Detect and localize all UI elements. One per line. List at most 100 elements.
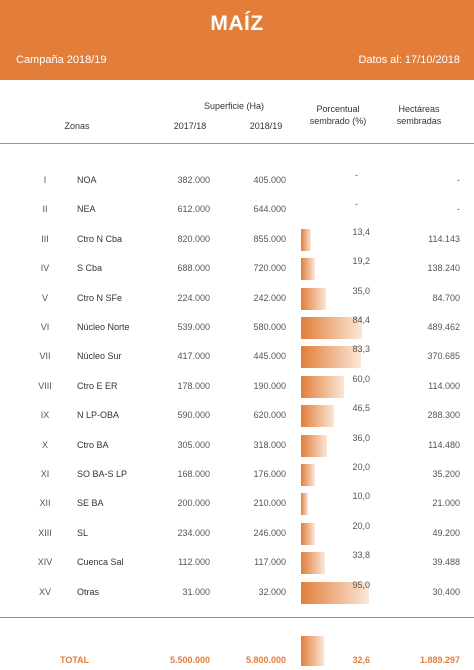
hectares-sown: - <box>457 204 460 215</box>
hectares-sown: 30.400 <box>432 586 460 597</box>
hectares-sown: - <box>457 175 460 185</box>
table-row: XIV Cuenca Sal 112.000 117.000 33,8 39.488 <box>0 548 474 577</box>
pct-bar <box>301 464 316 486</box>
surface-2018-19: 445.000 <box>253 351 286 362</box>
surface-2017-18: 539.000 <box>177 322 210 332</box>
pct-sown: 35,0 <box>352 285 370 296</box>
surface-2017-18: 224.000 <box>177 292 210 303</box>
zone-code: III <box>41 233 49 244</box>
zone-code: II <box>42 204 48 215</box>
header-porcentual-line1: Porcentual <box>316 104 360 114</box>
surface-2017-18: 417.000 <box>177 351 210 362</box>
zone-name: N LP-OBA <box>77 410 120 421</box>
zone-name: Ctro BA <box>77 439 109 450</box>
pct-bar <box>301 258 315 281</box>
zone-code: IX <box>40 410 50 421</box>
zone-code: XIII <box>38 527 52 538</box>
table-row: XII SE BA 200.000 210.000 10,0 21.000 <box>0 489 474 518</box>
surface-2017-18: 168.000 <box>177 469 210 479</box>
zone-name: Núcleo Norte <box>77 322 130 332</box>
surface-2017-18: 112.000 <box>178 557 210 568</box>
pct-bar <box>301 434 327 457</box>
total-label: TOTAL <box>60 655 90 665</box>
zone-code: XI <box>40 469 50 479</box>
pct-sown: 46,5 <box>352 403 370 414</box>
pct-bar <box>301 228 311 251</box>
hectares-sown: 489.462 <box>427 322 460 332</box>
surface-2017-18: 200.000 <box>177 498 210 509</box>
header-2018-19: 2018/19 <box>249 121 283 131</box>
zone-name: Cuenca Sal <box>77 557 124 568</box>
pct-bar <box>301 346 361 369</box>
table-row: II NEA 612.000 644.000 - - <box>0 195 474 224</box>
zone-name: SE BA <box>77 498 104 509</box>
campaign-label: Campaña 2018/19 <box>16 54 107 66</box>
surface-2017-18: 234.000 <box>177 527 210 538</box>
table-row: X Ctro BA 305.000 318.000 36,0 114.480 <box>0 431 474 460</box>
zone-name: Otras <box>77 586 100 597</box>
total-2018-19: 5.800.000 <box>245 655 286 665</box>
zone-name: Ctro N SFe <box>77 292 123 303</box>
pct-sown: 13,4 <box>352 226 370 237</box>
table-row: VIII Ctro E ER 178.000 190.000 60,0 114.000 <box>0 372 474 401</box>
pct-sown: 20,0 <box>352 520 370 531</box>
pct-sown: 20,0 <box>352 462 370 472</box>
pct-bar <box>301 375 345 398</box>
zone-name: SO BA-S LP <box>77 469 128 479</box>
pct-sown: 36,0 <box>352 432 370 443</box>
zone-name: Ctro N Cba <box>77 233 123 244</box>
zone-code: VII <box>39 351 51 362</box>
surface-2018-19: 720.000 <box>253 263 286 274</box>
hectares-sown: 114.143 <box>428 233 460 244</box>
table-row: V Ctro N SFe 224.000 242.000 35,0 84.700 <box>0 284 474 313</box>
zone-code: XV <box>38 586 51 597</box>
surface-2018-19: 190.000 <box>253 380 286 391</box>
hectares-sown: 114.000 <box>428 380 460 391</box>
header-banner: MAÍZ Campaña 2018/19 Datos al: 17/10/201… <box>0 0 474 80</box>
header-zonas: Zonas <box>64 121 90 131</box>
table-row: XV Otras 31.000 32.000 95,0 30.400 <box>0 578 474 607</box>
pct-bar <box>301 405 335 428</box>
zone-name: Núcleo Sur <box>77 351 122 362</box>
header-hectareas-line2: sembradas <box>396 116 442 126</box>
pct-sown: 33,8 <box>352 550 370 561</box>
hectares-sown: 288.300 <box>427 410 460 421</box>
zone-name: S Cba <box>77 263 103 274</box>
hectares-sown: 138.240 <box>427 263 460 274</box>
zone-code: IV <box>40 263 50 274</box>
total-divider <box>0 617 474 618</box>
pct-bar <box>301 317 362 339</box>
table-row: XIII SL 234.000 246.000 20,0 49.200 <box>0 519 474 548</box>
hectares-sown: 35.200 <box>432 469 460 479</box>
zone-name: NOA <box>77 175 97 185</box>
surface-2018-19: 318.000 <box>253 439 286 450</box>
hectares-sown: 84.700 <box>432 292 460 303</box>
table-row: IX N LP-OBA 590.000 620.000 46,5 288.300 <box>0 401 474 430</box>
table-row: VI Núcleo Norte 539.000 580.000 84,4 489.462 <box>0 313 474 342</box>
zone-code: VIII <box>38 380 52 391</box>
header-2017-18: 2017/18 <box>173 121 207 131</box>
zone-name: NEA <box>77 204 96 215</box>
pct-sown: 19,2 <box>352 256 370 267</box>
hectares-sown: 21.000 <box>432 498 460 509</box>
zone-code: VI <box>40 322 50 332</box>
surface-2017-18: 590.000 <box>177 410 210 421</box>
header-superficie: Superficie (Ha) <box>203 101 265 111</box>
surface-2018-19: 32.000 <box>258 586 286 597</box>
header-hectareas-line1: Hectáreas <box>398 104 440 114</box>
total-hectareas: 1.889.297 <box>419 655 460 665</box>
pct-sown: 60,0 <box>352 373 370 384</box>
surface-2017-18: 382.000 <box>177 175 210 185</box>
page-title: MAÍZ <box>210 12 264 35</box>
total-row: TOTAL 5.500.000 5.800.000 32,6 1.889.297 <box>0 636 474 669</box>
pct-bar <box>301 581 370 604</box>
table-row: XI SO BA-S LP 168.000 176.000 20,0 35.200 <box>0 460 474 489</box>
zone-code: V <box>41 292 48 303</box>
surface-2017-18: 178.000 <box>177 380 210 391</box>
zone-name: SL <box>77 527 89 538</box>
header-divider <box>0 143 474 144</box>
pct-bar <box>301 552 326 575</box>
surface-2017-18: 31.000 <box>182 586 210 597</box>
hectares-sown: 370.685 <box>427 351 460 362</box>
pct-bar <box>301 522 316 545</box>
